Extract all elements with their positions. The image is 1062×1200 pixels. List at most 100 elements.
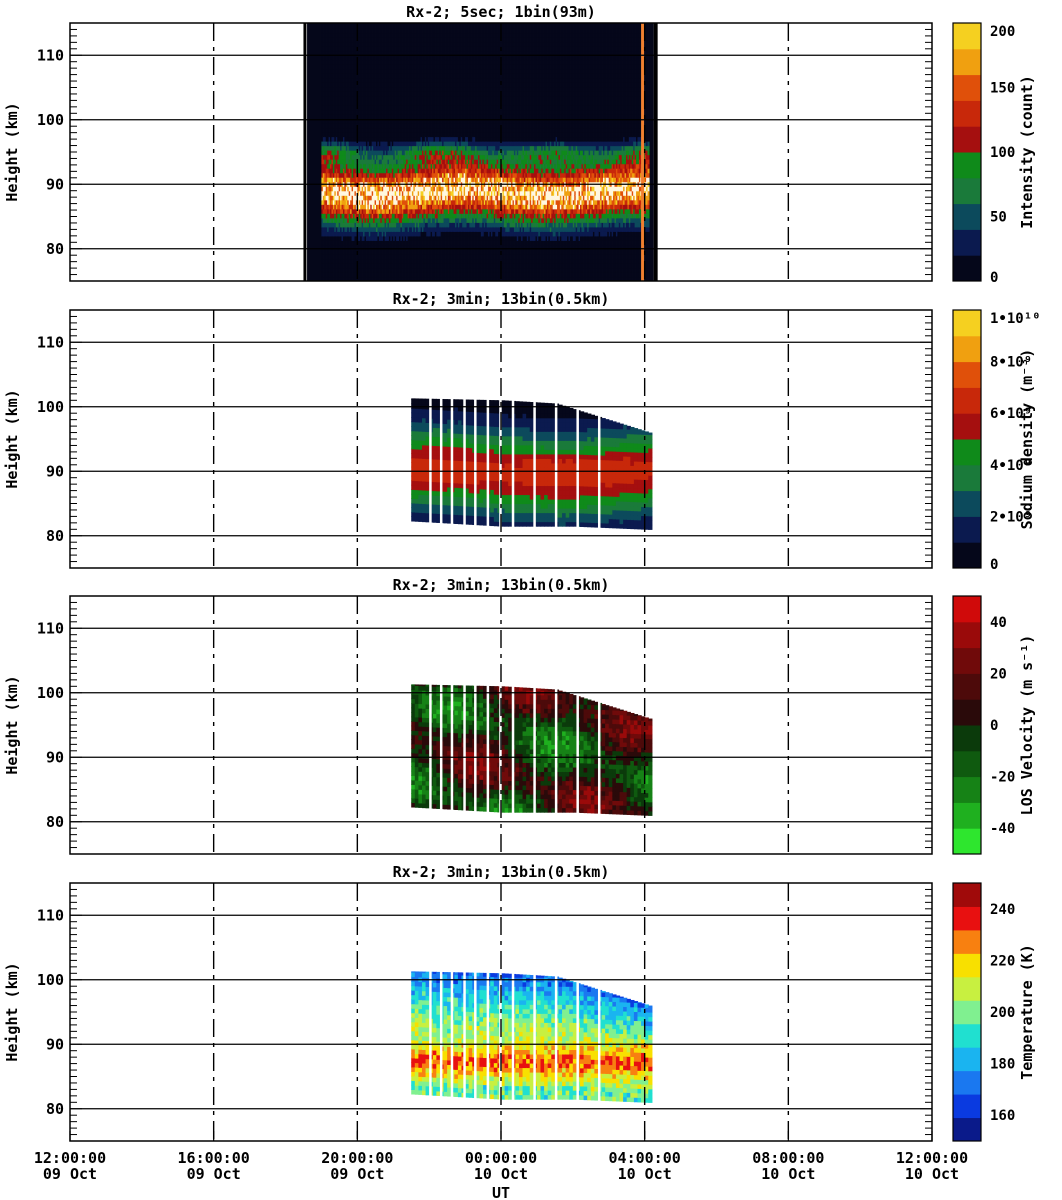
heatmap-cell [363, 190, 366, 196]
heatmap-cell [370, 118, 373, 124]
heatmap-cell [371, 32, 374, 38]
heatmap-cell [345, 208, 348, 214]
heatmap-cell [334, 262, 337, 269]
heatmap-cell [363, 150, 366, 156]
heatmap-cell [351, 64, 354, 70]
heatmap-cell [350, 50, 353, 56]
heatmap-cell [340, 127, 343, 133]
heatmap-cell [361, 77, 364, 83]
heatmap-cell [324, 132, 327, 138]
heatmap-cell [355, 222, 358, 228]
heatmap-cell [373, 150, 376, 156]
heatmap-cell [334, 190, 337, 196]
heatmap-cell [342, 226, 346, 232]
heatmap-cell [342, 136, 346, 142]
heatmap-cell [350, 127, 353, 133]
heatmap-cell [332, 55, 335, 61]
heatmap-cell [330, 77, 333, 83]
heatmap-cell [342, 231, 346, 237]
heatmap-cell [325, 190, 328, 196]
heatmap-cell [334, 213, 337, 219]
heatmap-cell [354, 113, 357, 120]
heatmap-cell [368, 50, 371, 56]
heatmap-cell [327, 113, 330, 120]
heatmap-cell [334, 186, 337, 192]
heatmap-cell [328, 199, 331, 205]
heatmap-cell [358, 41, 361, 47]
heatmap-cell [327, 32, 330, 38]
heatmap-cell [365, 199, 368, 205]
heatmap-cell [340, 113, 343, 120]
heatmap-cell [354, 141, 357, 147]
heatmap-cell [364, 77, 367, 83]
heatmap-cell [321, 231, 324, 237]
heatmap-cell [370, 177, 373, 183]
heatmap-cell [325, 113, 328, 120]
heatmap-cell [338, 118, 341, 124]
heatmap-cell [321, 73, 324, 79]
heatmap-cell [347, 118, 350, 124]
heatmap-cell [368, 118, 371, 124]
heatmap-cell [344, 240, 347, 246]
heatmap-cell [364, 145, 367, 151]
heatmap-cell [341, 213, 344, 219]
heatmap-cell [335, 217, 338, 223]
heatmap-cell [341, 244, 344, 250]
heatmap-cell [364, 37, 367, 43]
heatmap-cell [374, 104, 377, 111]
heatmap-cell [340, 249, 343, 255]
heatmap-cell [347, 231, 350, 237]
heatmap-cell [358, 150, 361, 156]
heatmap-cell [322, 213, 325, 219]
heatmap-cell [328, 258, 331, 264]
heatmap-cell [321, 204, 324, 210]
heatmap-cell [330, 73, 333, 79]
heatmap-cell [345, 186, 348, 192]
heatmap-cell [358, 82, 361, 88]
heatmap-cell [325, 95, 328, 101]
heatmap-cell [322, 136, 325, 142]
heatmap-cell [345, 217, 348, 223]
heatmap-cell [321, 118, 324, 124]
heatmap-cell [321, 113, 324, 120]
heatmap-cell [321, 141, 324, 147]
heatmap-cell [345, 59, 348, 65]
heatmap-cell [321, 217, 324, 223]
heatmap-cell [348, 190, 351, 196]
heatmap-cell [321, 37, 324, 43]
heatmap-cell [358, 276, 361, 281]
heatmap-cell [370, 271, 373, 278]
heatmap-cell [347, 46, 350, 52]
heatmap-cell [330, 226, 333, 232]
heatmap-cell [338, 213, 341, 219]
heatmap-cell [367, 55, 370, 61]
heatmap-cell [368, 213, 371, 219]
heatmap-cell [354, 271, 357, 278]
heatmap-cell [357, 104, 360, 111]
heatmap-cell [325, 64, 328, 70]
heatmap-cell [321, 186, 324, 192]
heatmap-cell [374, 172, 377, 178]
heatmap-cell [327, 141, 330, 147]
heatmap-cell [330, 186, 333, 192]
heatmap-cell [334, 217, 337, 223]
heatmap-cell [358, 136, 361, 142]
heatmap-cell [368, 267, 371, 273]
heatmap-cell [335, 208, 338, 214]
heatmap-cell [358, 208, 361, 214]
heatmap-cell [363, 168, 366, 174]
heatmap-cell [325, 136, 328, 142]
heatmap-cell [365, 95, 368, 101]
heatmap-cell [334, 118, 337, 124]
heatmap-cell [331, 59, 334, 65]
heatmap-cell [351, 132, 354, 138]
heatmap-cell [373, 267, 376, 273]
heatmap-cell [337, 82, 340, 88]
heatmap-cell [348, 159, 351, 165]
heatmap-cell [371, 262, 374, 269]
heatmap-cell [344, 244, 347, 250]
heatmap-cell [347, 177, 350, 183]
heatmap-cell [353, 132, 356, 138]
heatmap-cell [373, 95, 376, 101]
heatmap-cell [338, 163, 341, 169]
